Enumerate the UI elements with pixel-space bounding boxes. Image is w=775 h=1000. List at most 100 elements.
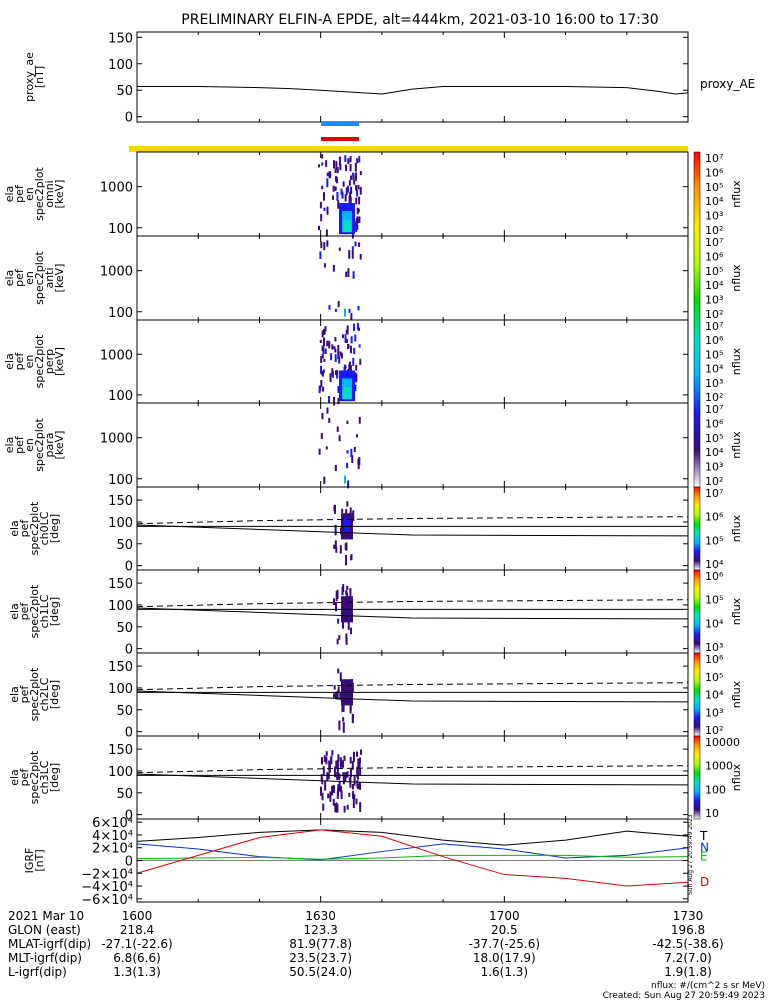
y-tick-label: 4×10⁴ (92, 829, 133, 844)
colorbar-tick-label: 10² (705, 475, 723, 488)
spectrogram-pixel (349, 365, 352, 372)
pitch-pixel (335, 547, 338, 553)
y-tick-label: 6×10⁴ (92, 816, 133, 831)
spectrogram-pixel (355, 185, 358, 191)
pitch-pixel (336, 589, 339, 599)
pitch-pixel (351, 760, 354, 770)
footer-row-value: 18.0(17.9) (473, 951, 536, 965)
pitch-pixel (353, 794, 356, 799)
colorbar-label: nflux (730, 597, 743, 625)
colorbar (693, 569, 701, 654)
spectrogram-pixel (358, 416, 361, 424)
spectrogram-pixel (334, 168, 337, 174)
footer-row-value: 50.5(24.0) (289, 965, 352, 979)
igrf-legend-E: E (700, 850, 708, 864)
spectrogram-pixel (322, 192, 325, 201)
pitch-pixel (322, 766, 325, 777)
spectrogram-pixel (334, 354, 337, 363)
pitch-pixel (337, 784, 340, 790)
colorbar-tick-label: 10⁵ (705, 671, 723, 684)
spectrogram-pixel (348, 308, 351, 313)
spectrogram-pixel (325, 160, 328, 167)
y-axis-label-line: spec2plot (28, 667, 41, 721)
spectrogram-pixel (345, 271, 348, 277)
spectrogram-pixel (354, 241, 357, 247)
y-axis-label-line: pef (18, 519, 31, 538)
spectrogram-pixel (328, 304, 331, 310)
footer-row-value: 1.6(1.3) (481, 965, 529, 979)
side-timestamp: Sun Aug 27 20:59:49 2023 (687, 814, 694, 895)
spectrogram-pixel (339, 163, 342, 171)
pitch-pixel (349, 704, 352, 714)
y-axis-label-line: anti (43, 267, 56, 288)
colorbar-tick-label: 10⁷ (705, 152, 723, 165)
spectrogram-pixel (345, 187, 348, 196)
y-axis-label-line: para (43, 433, 56, 458)
y-axis-label-line: perp (43, 349, 56, 374)
pitch-pixel (333, 598, 336, 606)
spectrogram-pixel (323, 331, 326, 335)
loss-cone-dashed-line (136, 682, 689, 691)
pitch-pixel (345, 633, 348, 641)
pitch-pixel (350, 627, 353, 635)
y-axis-label-line: ch3LC (38, 760, 51, 794)
pitch-pixel (345, 590, 348, 596)
spectrogram-pixel (355, 221, 358, 230)
pitch-pixel (336, 638, 339, 645)
pitch-pixel (359, 768, 362, 776)
pitch-pixel (346, 804, 349, 810)
pitch-pixel (352, 790, 355, 799)
spectrogram-pixel (356, 434, 359, 438)
spectrogram-pixel (351, 251, 354, 259)
colorbar-tick-label: 10⁴ (705, 689, 724, 702)
proxy-ae-panel-frame (136, 31, 689, 123)
pitch-pixel (329, 791, 332, 802)
spectrogram-pixel (334, 337, 337, 342)
y-axis-label-line: proxy_ae (23, 52, 36, 102)
pitch-pixel (352, 510, 355, 521)
igrf-line-T (136, 829, 689, 846)
spectrogram-pixel (349, 196, 352, 204)
y-tick-label: 100 (108, 765, 133, 780)
footer-row-value: 196.8 (671, 923, 705, 937)
pitch-pixel (358, 760, 361, 770)
colorbar-tick-label: 10⁵ (705, 348, 723, 361)
pitch-pixel (349, 588, 352, 599)
spectrogram-pixel (354, 384, 357, 392)
spectrogram-frame-perp (136, 319, 689, 404)
spectrogram-pixel (352, 357, 355, 366)
spectrogram-pixel (347, 185, 350, 193)
spectrogram-frame-omni (136, 151, 689, 237)
spectrogram-pixel (325, 446, 328, 450)
spectrogram-pixel (330, 353, 333, 361)
colorbar-label: nflux (730, 347, 743, 375)
spectrogram-pixel (358, 216, 361, 223)
y-tick-label: 0 (125, 111, 133, 126)
colorbar-tick-label: 10⁶ (705, 334, 724, 347)
spectrogram-pixel (337, 386, 340, 393)
pitch-pixel (327, 793, 330, 799)
footer-row-value: 218.4 (120, 923, 154, 937)
y-tick-label: 0 (125, 855, 133, 870)
spectrogram-pixel (326, 210, 329, 215)
pitch-pixel (328, 760, 331, 770)
spectrogram-pixel (352, 172, 355, 176)
pitch-pixel (360, 749, 362, 755)
pitch-pixel (325, 756, 328, 765)
spectrogram-pixel (323, 358, 326, 362)
spectrogram-pixel (358, 242, 361, 247)
spectrogram-pixel (338, 356, 341, 364)
spectrogram-pixel (359, 186, 362, 195)
loss-cone-solid-line (136, 524, 689, 537)
y-axis-label-line: ela (3, 353, 16, 370)
units-note: nflux: #/(cm^2 s sr MeV) (651, 981, 765, 991)
y-axis-label-line: [deg] (48, 680, 61, 709)
y-tick-label: 100 (108, 599, 133, 614)
y-tick-label: 100 (108, 516, 133, 531)
pitch-pixel (349, 507, 352, 515)
y-axis-label-line: spec2plot (33, 251, 46, 305)
pitch-pixel (339, 757, 342, 767)
y-axis-label-line: [deg] (48, 597, 61, 626)
